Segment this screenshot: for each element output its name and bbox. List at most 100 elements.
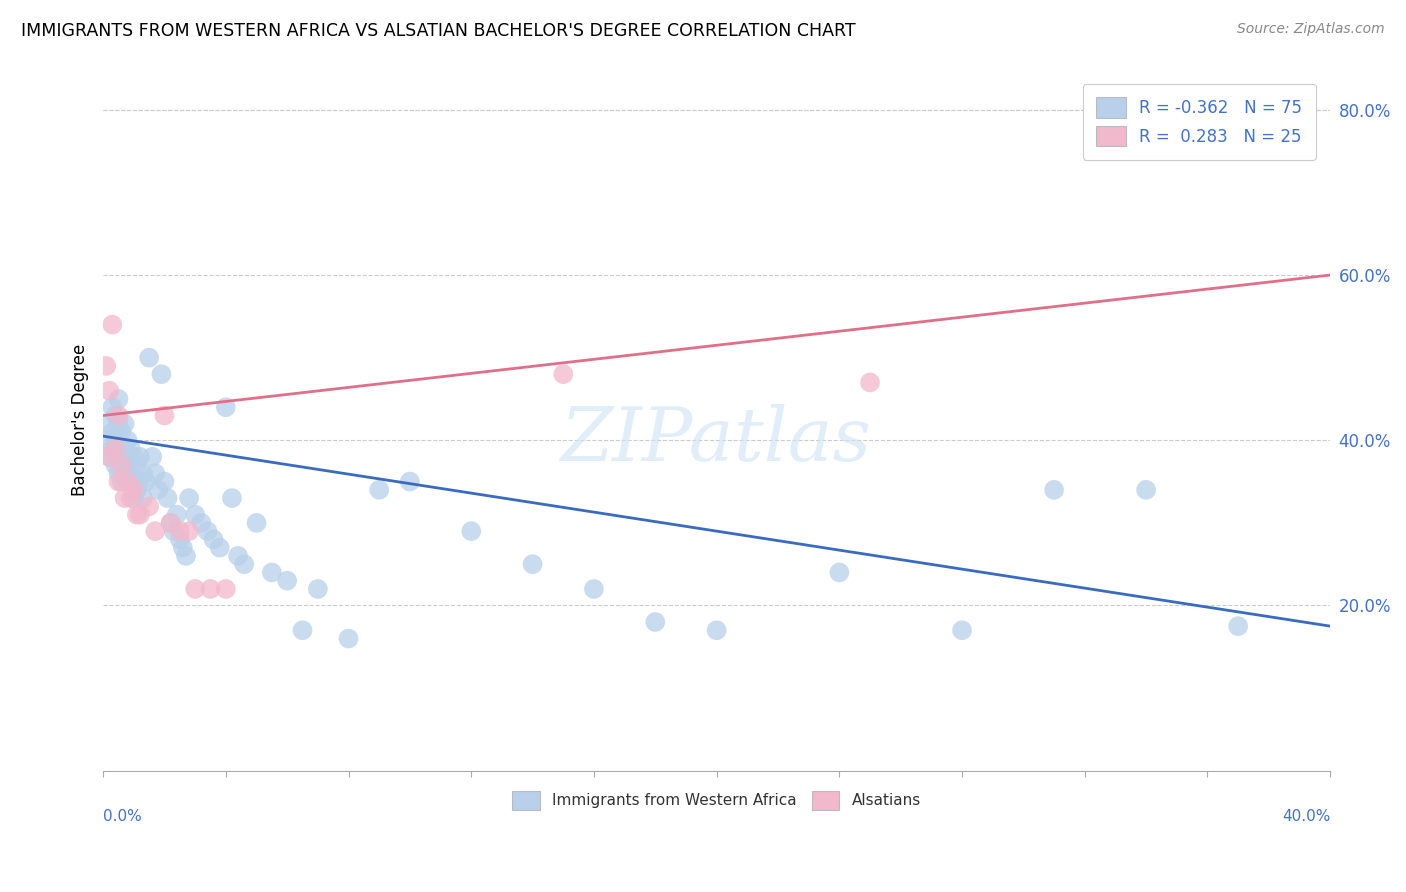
Point — [1227, 619, 1250, 633]
Point — [184, 582, 207, 596]
Point — [98, 417, 121, 431]
Point — [1135, 483, 1157, 497]
Point — [368, 483, 391, 497]
Point — [143, 524, 166, 538]
Point — [96, 434, 118, 448]
Point — [110, 425, 132, 439]
Point — [221, 491, 243, 505]
Point — [98, 450, 121, 464]
Point — [159, 516, 181, 530]
Point — [184, 508, 207, 522]
Point — [107, 475, 129, 489]
Point — [117, 450, 139, 464]
Point — [125, 458, 148, 472]
Point — [163, 524, 186, 538]
Point — [114, 442, 136, 456]
Point — [169, 524, 191, 538]
Point — [208, 541, 231, 555]
Point — [135, 475, 157, 489]
Point — [828, 566, 851, 580]
Point — [177, 524, 200, 538]
Point — [125, 483, 148, 497]
Point — [122, 483, 145, 497]
Point — [96, 359, 118, 373]
Point — [120, 467, 142, 481]
Point — [460, 524, 482, 538]
Point — [859, 376, 882, 390]
Point — [169, 533, 191, 547]
Point — [107, 417, 129, 431]
Text: Source: ZipAtlas.com: Source: ZipAtlas.com — [1237, 22, 1385, 37]
Point — [177, 491, 200, 505]
Point — [107, 467, 129, 481]
Point — [159, 516, 181, 530]
Point — [122, 491, 145, 505]
Point — [166, 508, 188, 522]
Point — [1043, 483, 1066, 497]
Point — [143, 467, 166, 481]
Point — [120, 491, 142, 505]
Point — [197, 524, 219, 538]
Point — [107, 409, 129, 423]
Point — [114, 417, 136, 431]
Point — [706, 624, 728, 638]
Point — [122, 450, 145, 464]
Point — [337, 632, 360, 646]
Point — [107, 442, 129, 456]
Point — [141, 450, 163, 464]
Point — [132, 491, 155, 505]
Text: ZIPatlas: ZIPatlas — [561, 404, 872, 477]
Point — [120, 442, 142, 456]
Point — [98, 384, 121, 398]
Point — [174, 549, 197, 563]
Point — [399, 475, 422, 489]
Point — [291, 624, 314, 638]
Point — [153, 475, 176, 489]
Point — [172, 541, 194, 555]
Point — [150, 367, 173, 381]
Point — [522, 557, 544, 571]
Point — [110, 458, 132, 472]
Point — [104, 409, 127, 423]
Point — [276, 574, 298, 588]
Point — [950, 624, 973, 638]
Point — [104, 458, 127, 472]
Point — [122, 475, 145, 489]
Point — [101, 318, 124, 332]
Point — [117, 434, 139, 448]
Point — [104, 434, 127, 448]
Point — [114, 467, 136, 481]
Legend: Immigrants from Western Africa, Alsatians: Immigrants from Western Africa, Alsatian… — [506, 785, 927, 815]
Point — [107, 392, 129, 406]
Point — [138, 500, 160, 514]
Point — [200, 582, 222, 596]
Point — [582, 582, 605, 596]
Text: 0.0%: 0.0% — [103, 809, 142, 824]
Point — [132, 467, 155, 481]
Point — [117, 475, 139, 489]
Point — [307, 582, 329, 596]
Point — [215, 582, 238, 596]
Text: 40.0%: 40.0% — [1282, 809, 1330, 824]
Point — [148, 483, 170, 497]
Point — [156, 491, 179, 505]
Point — [117, 475, 139, 489]
Point — [114, 491, 136, 505]
Point — [260, 566, 283, 580]
Point — [138, 351, 160, 365]
Point — [190, 516, 212, 530]
Point — [101, 425, 124, 439]
Point — [245, 516, 267, 530]
Point — [215, 401, 238, 415]
Point — [129, 450, 152, 464]
Point — [125, 508, 148, 522]
Y-axis label: Bachelor's Degree: Bachelor's Degree — [72, 343, 89, 496]
Point — [98, 450, 121, 464]
Point — [110, 475, 132, 489]
Point — [129, 475, 152, 489]
Point — [153, 409, 176, 423]
Point — [233, 557, 256, 571]
Point — [110, 450, 132, 464]
Point — [104, 442, 127, 456]
Point — [226, 549, 249, 563]
